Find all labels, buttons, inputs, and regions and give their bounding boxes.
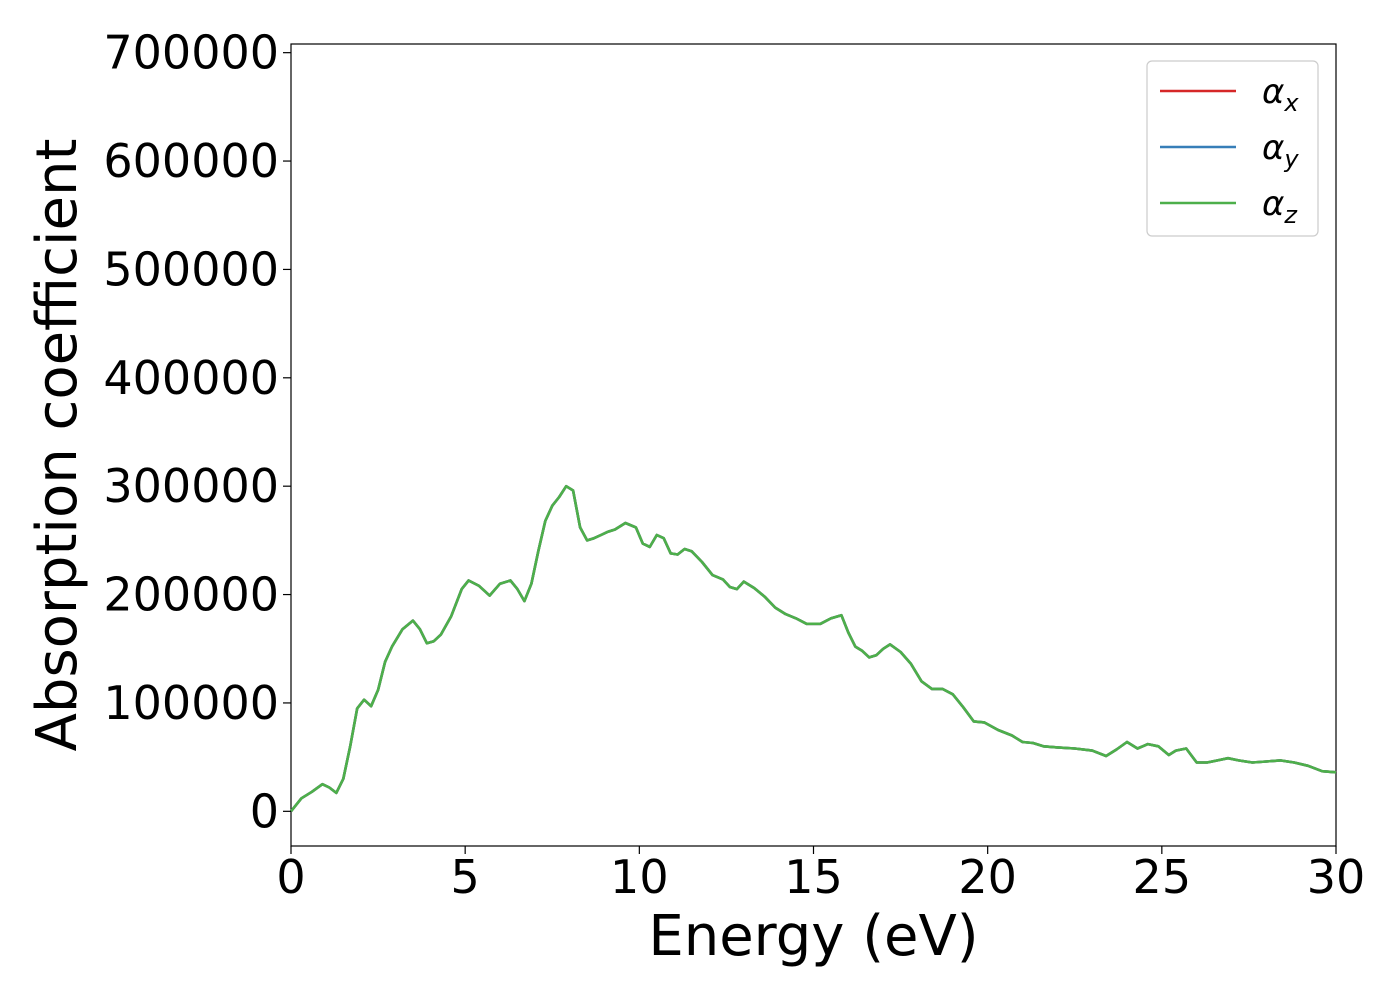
x-axis-title: Energy (eV): [648, 904, 978, 969]
x-tick-label: 15: [784, 850, 843, 904]
x-tick-label: 10: [610, 850, 669, 904]
y-tick-label: 200000: [103, 568, 279, 622]
x-tick-label: 5: [451, 850, 480, 904]
y-tick-label: 500000: [103, 242, 279, 296]
legend-label-x: αx: [1262, 72, 1299, 117]
legend-label-z: αz: [1262, 184, 1298, 229]
y-tick-label: 600000: [103, 134, 279, 188]
x-tick-label: 20: [958, 850, 1017, 904]
x-axis: 0 5 10 15 20 25 30: [276, 846, 1365, 904]
y-tick-label: 100000: [103, 676, 279, 730]
y-tick-label: 0: [250, 784, 279, 838]
legend-box: [1146, 60, 1319, 237]
series-layer: [289, 484, 1337, 813]
series-line-z: [289, 484, 1337, 813]
legend-label-y: αy: [1262, 128, 1299, 173]
x-tick-label: 30: [1307, 850, 1366, 904]
y-tick-label: 700000: [103, 26, 279, 80]
y-tick-label: 300000: [103, 459, 279, 513]
x-tick-label: 0: [276, 850, 305, 904]
y-axis-title: Absorption coefficient: [25, 139, 90, 752]
y-tick-label: 400000: [103, 351, 279, 405]
y-axis: 0 100000 200000 300000 400000 500000 600000 700…: [103, 26, 291, 838]
x-tick-label: 25: [1133, 850, 1192, 904]
legend: αx αy αz: [1146, 60, 1319, 237]
